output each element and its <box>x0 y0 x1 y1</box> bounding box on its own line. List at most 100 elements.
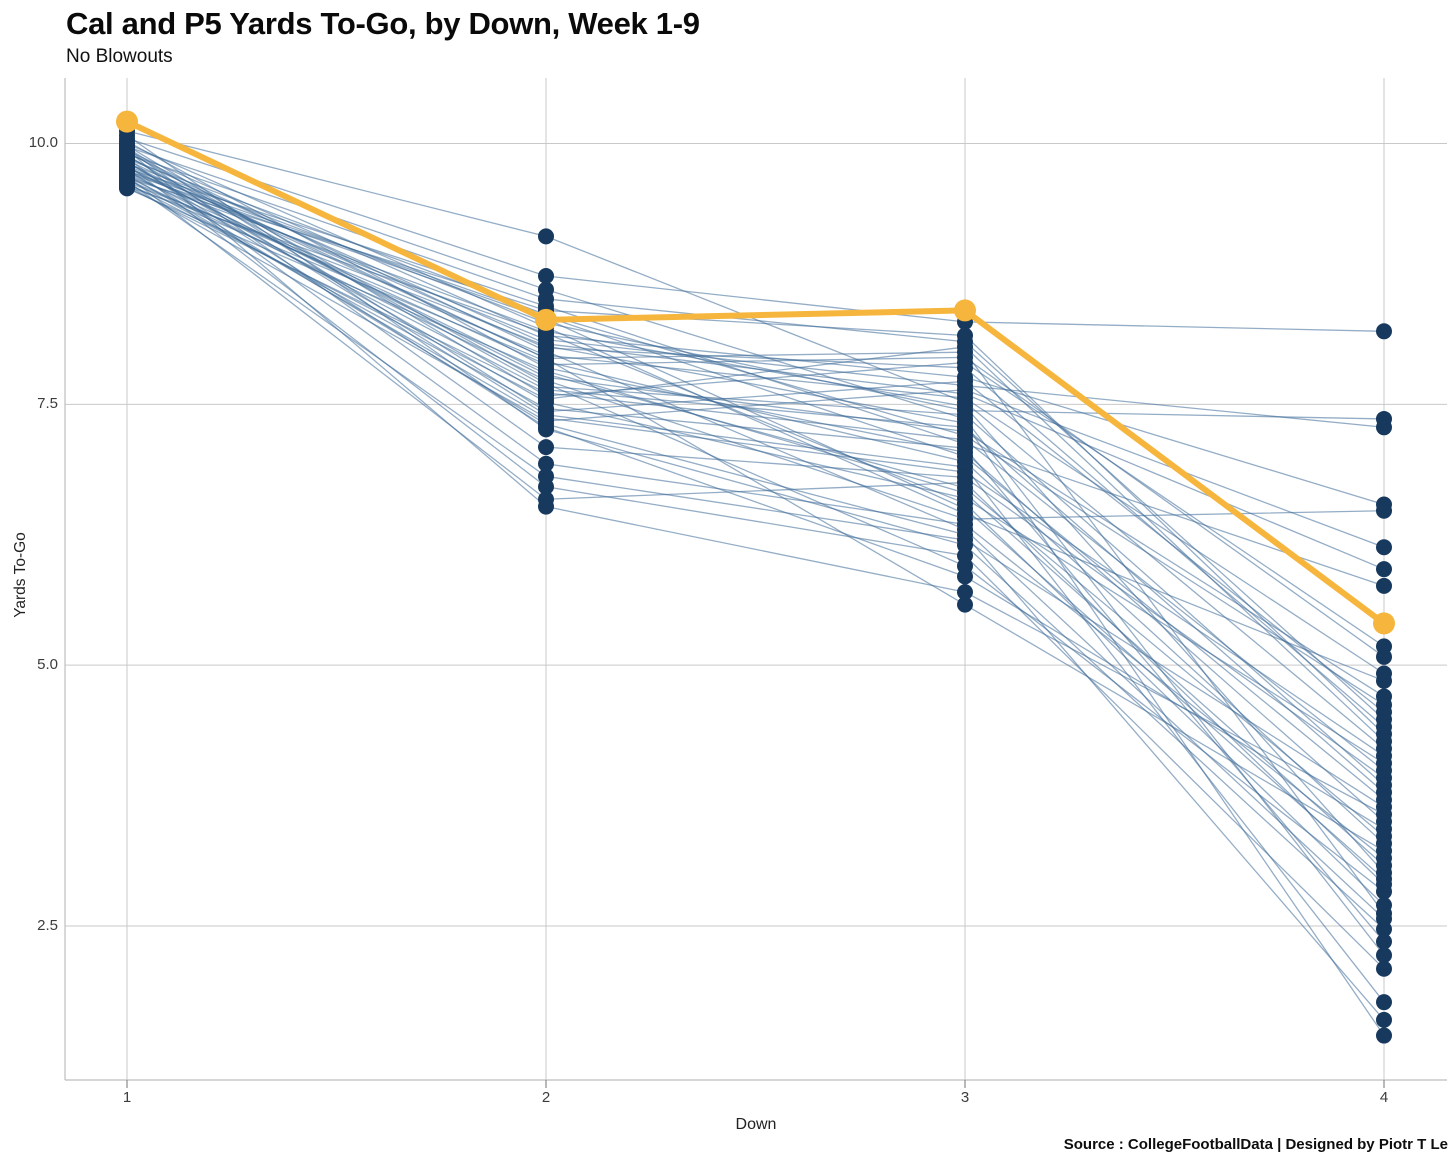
p5-team-line <box>126 130 1385 750</box>
p5-team-point <box>1376 806 1392 823</box>
x-tick-label-4: 4 <box>1379 1089 1389 1106</box>
p5-team-line <box>126 134 1385 930</box>
x-axis-title: Down <box>735 1116 777 1133</box>
p5-team-line <box>126 187 1385 866</box>
p5-team-point <box>119 141 135 158</box>
p5-team-line <box>126 159 1385 914</box>
p5-team-point <box>957 584 973 601</box>
p5-team-point <box>1376 1027 1392 1044</box>
cal-point <box>535 308 557 331</box>
p5-team-point <box>119 155 135 172</box>
p5-team-line <box>126 173 1385 658</box>
chart-title: Cal and P5 Yards To-Go, by Down, Week 1-… <box>66 6 700 41</box>
p5-team-point <box>957 338 973 355</box>
y-axis-title: Yards To-Go <box>12 532 29 618</box>
p5-team-line <box>126 170 1385 428</box>
cal-point <box>116 110 138 133</box>
cal-line <box>124 118 1387 627</box>
x-tick-label-3: 3 <box>960 1089 970 1106</box>
p5-team-line <box>126 152 1385 920</box>
p5-team-point <box>1376 419 1392 436</box>
p5-team-point <box>1376 876 1392 893</box>
p5-team-line <box>126 183 1385 845</box>
p5-team-line <box>126 186 1385 772</box>
p5-team-line <box>126 163 1385 970</box>
p5-team-point <box>1376 857 1392 874</box>
cal-point <box>1373 612 1395 635</box>
p5-team-point <box>1376 747 1392 764</box>
p5-team-point <box>538 419 554 436</box>
y-tick-label-5: 5.0 <box>37 656 58 673</box>
p5-team-point <box>1376 842 1392 859</box>
p5-team-line <box>126 172 1385 880</box>
p5-team-line <box>126 165 1385 698</box>
p5-team-point <box>957 423 973 440</box>
p5-team-point <box>1376 1011 1392 1028</box>
p5-team-line <box>126 155 1385 786</box>
p5-team-point <box>1376 648 1392 665</box>
p5-team-point <box>119 167 135 184</box>
p5-team-point <box>1376 777 1392 794</box>
p5-team-point <box>1376 791 1392 808</box>
cal-point <box>954 299 976 322</box>
source-credit: Source : CollegeFootballData | Designed … <box>1063 1136 1448 1153</box>
p5-team-point <box>1376 561 1392 578</box>
p5-team-point <box>1376 762 1392 779</box>
p5-team-line <box>126 169 1385 1021</box>
p5-team-line <box>126 157 1385 859</box>
p5-team-line <box>126 142 1385 682</box>
p5-team-point <box>957 448 973 465</box>
p5-team-point <box>1376 688 1392 705</box>
p5-team-point <box>538 350 554 367</box>
p5-team-point <box>1376 665 1392 682</box>
p5-team-line <box>126 175 1385 885</box>
p5-team-line <box>126 153 1385 720</box>
x-tick-label-1: 1 <box>122 1089 132 1106</box>
p5-team-point <box>957 406 973 423</box>
p5-team-point <box>538 455 554 472</box>
p5-team-point <box>957 568 973 585</box>
p5-team-line <box>126 162 1385 852</box>
p5-team-point <box>957 373 973 390</box>
p5-team-point <box>1376 960 1392 977</box>
p5-team-point <box>1376 704 1392 721</box>
p5-team-point <box>957 596 973 613</box>
p5-team-line <box>126 176 1385 520</box>
y-tick-label-7-5: 7.5 <box>37 395 58 412</box>
chart-subtitle: No Blowouts <box>66 46 173 67</box>
p5-team-point <box>538 369 554 386</box>
p5-team-point <box>538 468 554 485</box>
p5-team-point <box>957 521 973 538</box>
y-tick-label-2-5: 2.5 <box>37 917 58 934</box>
p5-team-point <box>538 268 554 285</box>
p5-team-line <box>126 174 1385 757</box>
p5-team-line <box>126 137 1385 332</box>
p5-team-point <box>1376 933 1392 950</box>
x-tick-label-2: 2 <box>541 1089 551 1106</box>
p5-team-point <box>538 403 554 420</box>
p5-team-line <box>126 170 1385 801</box>
p5-team-point <box>538 228 554 245</box>
p5-team-point <box>1376 947 1392 964</box>
p5-team-point <box>1376 820 1392 837</box>
p5-team-point <box>1376 994 1392 1011</box>
p5-team-point <box>957 327 973 344</box>
p5-team-line <box>126 175 1385 874</box>
p5-team-point <box>1376 733 1392 750</box>
p5-team-point <box>1376 323 1392 340</box>
p5-team-line <box>126 185 1385 906</box>
p5-team-line <box>126 178 1385 943</box>
p5-team-point <box>538 439 554 456</box>
p5-team-line <box>126 149 1385 815</box>
p5-team-point <box>957 547 973 564</box>
p5-team-point <box>957 474 973 491</box>
p5-team-point <box>1376 502 1392 519</box>
y-tick-label-10: 10.0 <box>28 134 58 151</box>
p5-team-point <box>538 491 554 508</box>
p5-team-line <box>126 181 1385 1036</box>
p5-team-line <box>126 179 1385 675</box>
p5-team-point <box>119 180 135 197</box>
p5-team-point <box>1376 539 1392 556</box>
p5-team-line <box>126 182 1385 742</box>
